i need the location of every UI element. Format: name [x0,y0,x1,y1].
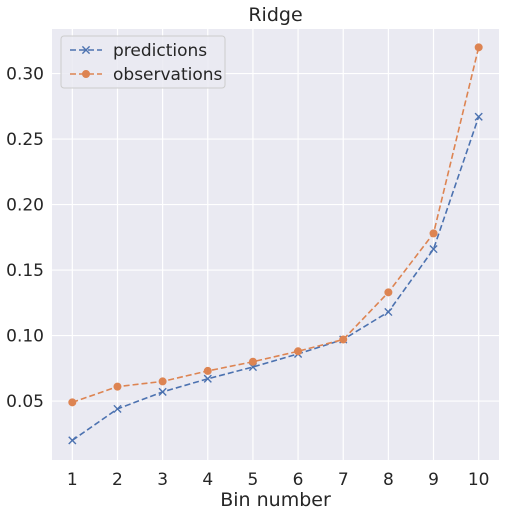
legend-label: predictions [113,41,207,61]
y-axis-ticks: 0.05 0.10 0.15 0.20 0.25 0.30 [6,65,44,413]
chart-title: Ridge [248,4,302,26]
x-tick-label: 6 [293,470,304,490]
predictions-point [203,374,212,383]
legend-entry: predictions [70,41,207,61]
x-tick-label: 4 [202,470,213,490]
predictions-point [68,436,77,445]
predictions-point [474,112,483,121]
observations-point [113,382,122,391]
legend-marker [81,45,91,55]
predictions-point [429,244,438,254]
predictions-point [158,387,167,396]
observations-point [158,377,167,386]
x-tick-label: 8 [383,470,394,490]
predictions-line [71,116,480,442]
x-axis-ticks: 1 2 3 4 5 6 7 8 9 10 [67,470,490,490]
observations-point [294,347,303,356]
x-tick-label: 1 [67,470,78,490]
series-observations [68,43,483,407]
x-axis-title: Bin number [220,489,331,511]
x-tick-label: 5 [248,470,259,490]
x-tick-label: 9 [428,470,439,490]
legend: predictions observations [60,35,226,89]
series-layer [68,43,483,445]
observations-point [474,43,483,52]
y-tick-label: 0.20 [6,196,44,216]
y-tick-label: 0.30 [6,65,44,85]
y-tick-label: 0.05 [6,392,44,412]
observations-point [429,229,438,238]
legend-box [60,35,226,89]
plot-area [52,29,499,460]
legend-marker [82,70,91,79]
predictions-point [113,404,122,414]
observations-point [203,366,212,375]
y-tick-label: 0.15 [6,261,44,281]
observations-point [248,357,257,366]
observations-point [339,335,348,344]
x-tick-label: 2 [112,470,123,490]
x-tick-label: 7 [338,470,349,490]
observations-point [384,288,393,297]
predictions-point [384,307,393,317]
observations-line [72,47,480,404]
observations-point [68,398,77,407]
y-tick-label: 0.25 [6,130,44,150]
x-tick-label: 3 [157,470,168,490]
legend-entry: observations [70,65,223,85]
y-tick-label: 0.10 [6,327,44,347]
x-tick-label: 10 [468,470,490,490]
legend-label: observations [113,65,223,85]
